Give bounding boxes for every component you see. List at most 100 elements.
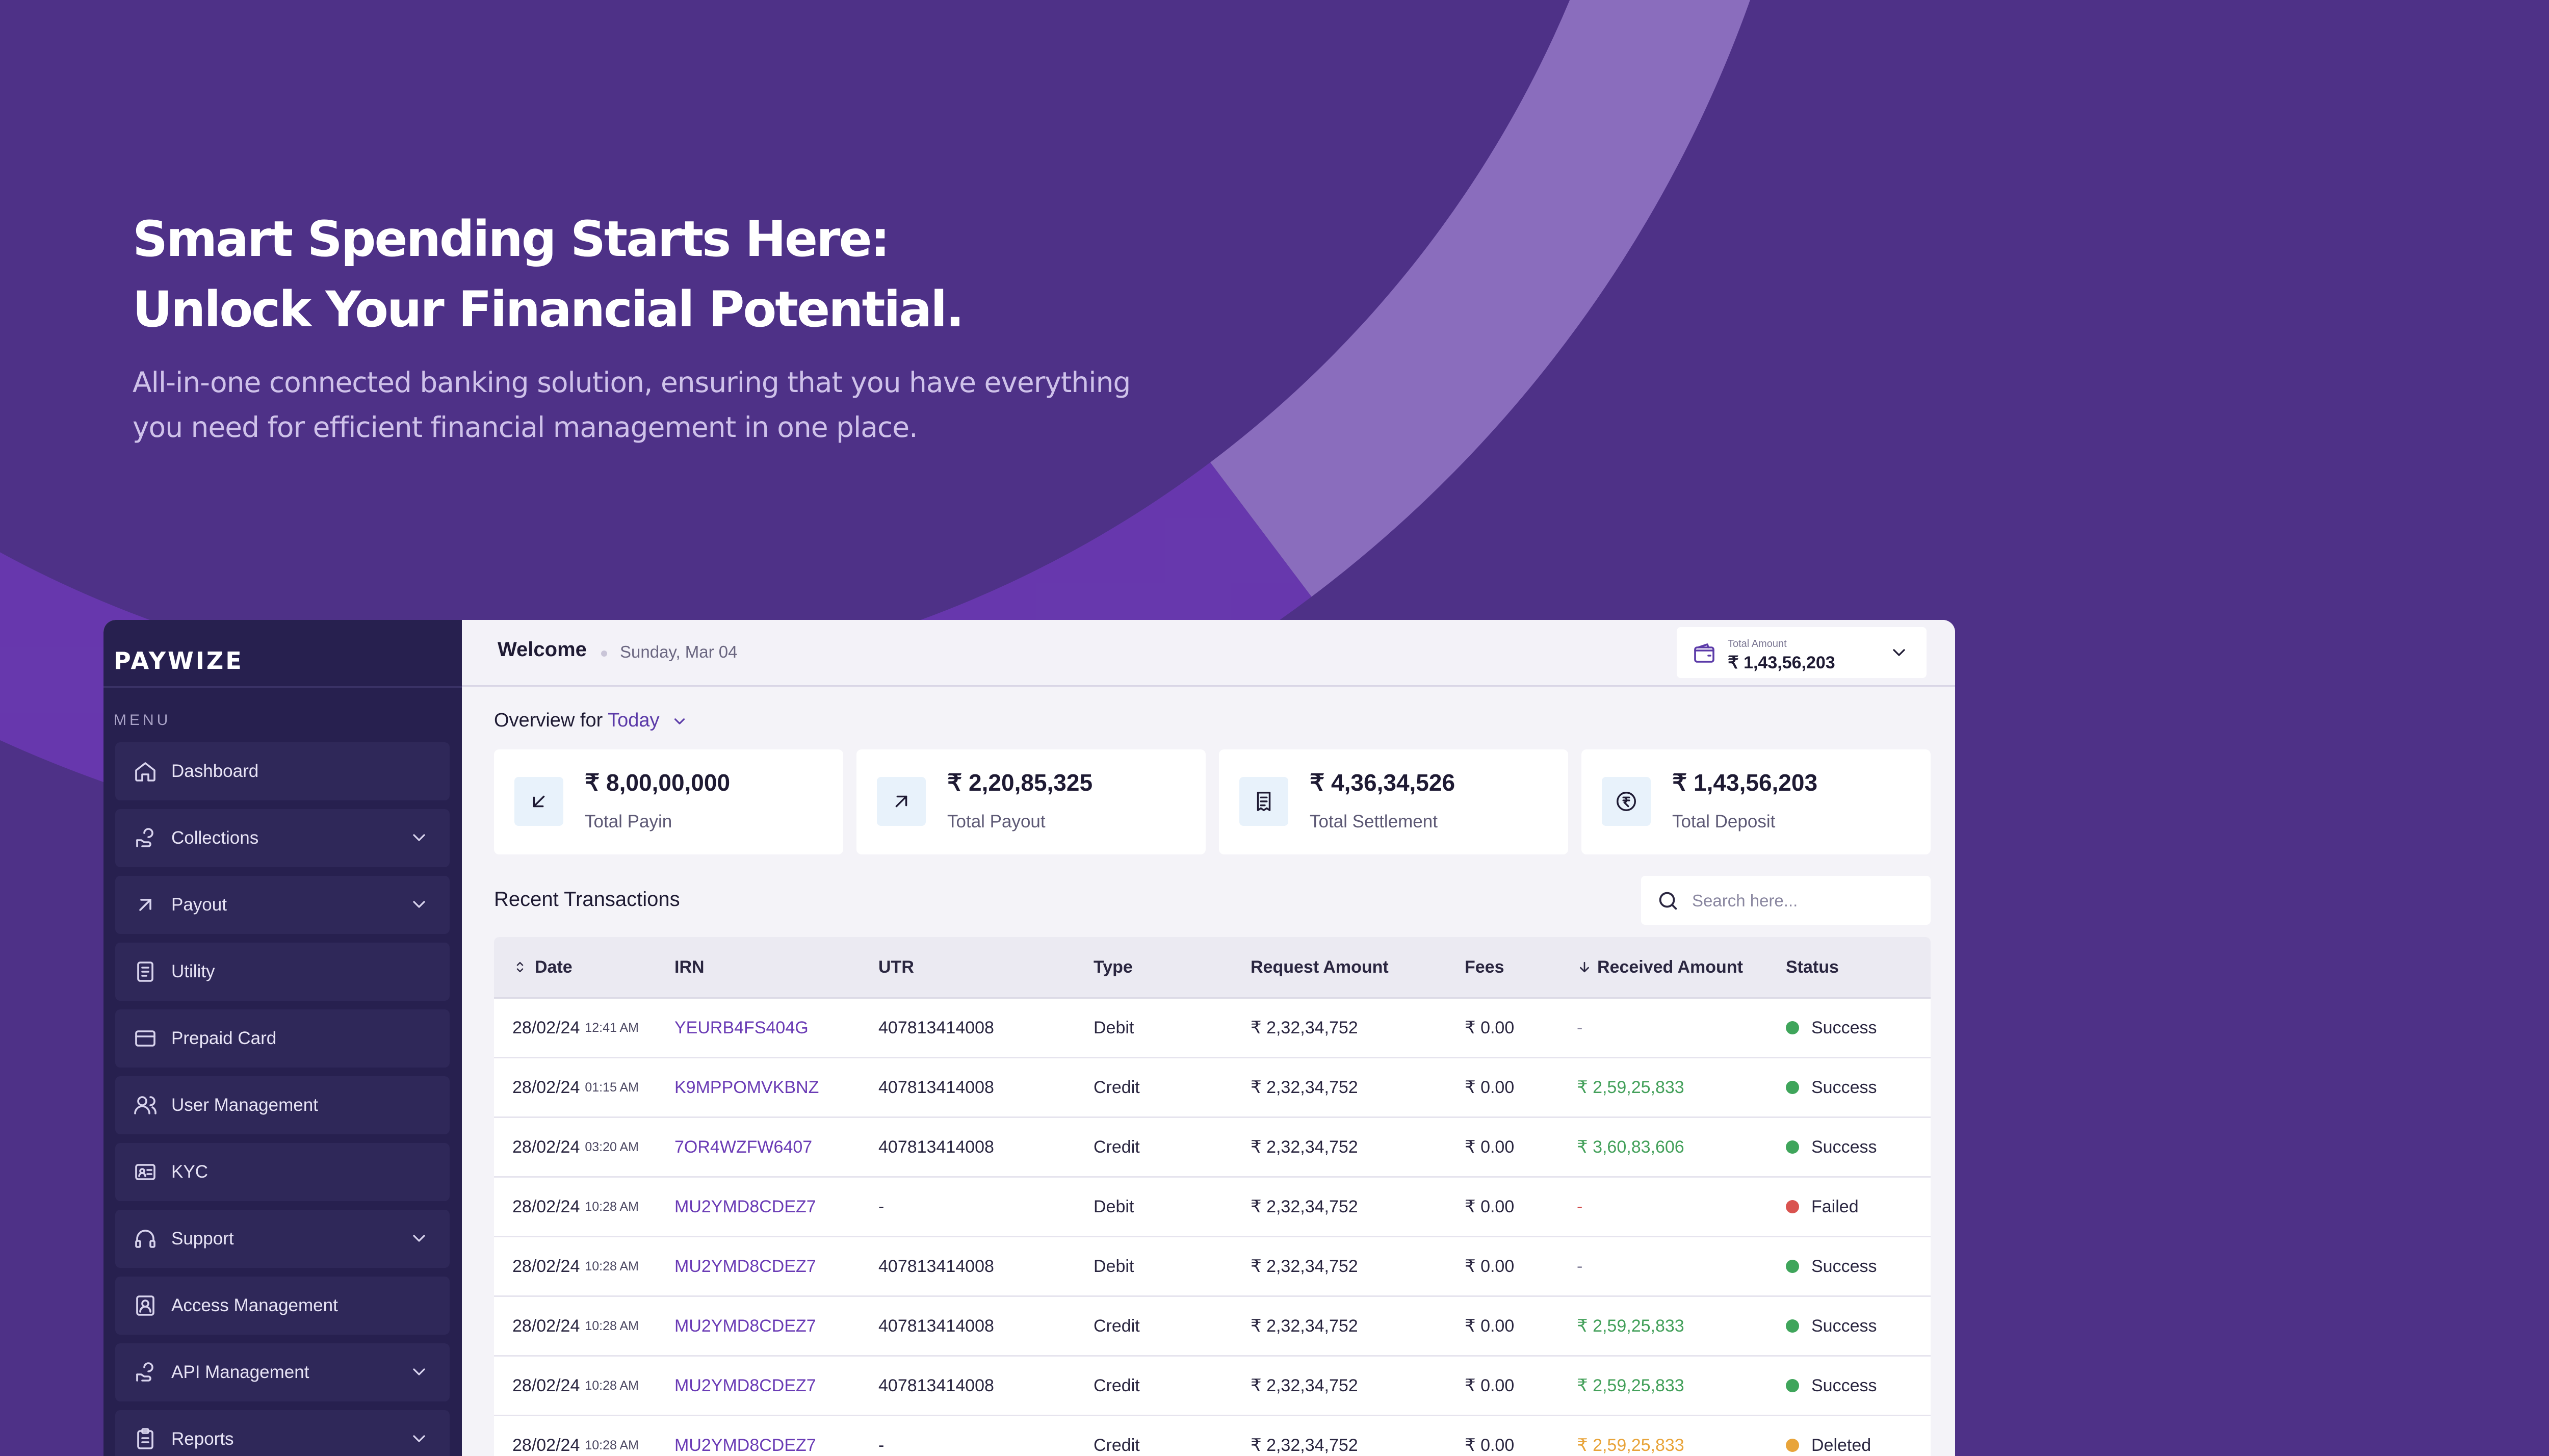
table-row[interactable]: 28/02/24 10:28 AM MU2YMD8CDEZ7 - Debit ₹ 2,32…	[494, 1178, 1931, 1237]
sidebar-item-api-management[interactable]: API Management	[115, 1343, 450, 1401]
column-utr: UTR	[878, 957, 914, 977]
chevron-down-icon	[1893, 649, 1905, 656]
cell-irn-link[interactable]: MU2YMD8CDEZ7	[674, 1197, 816, 1216]
cell-time-value: 10:28 AM	[585, 1378, 639, 1393]
sidebar-item-dashboard[interactable]: Dashboard	[115, 742, 450, 800]
search-input[interactable]	[1691, 887, 1917, 915]
status-dot	[1786, 1140, 1799, 1154]
arrow-up-right-icon	[895, 795, 907, 808]
cell-date: 28/02/24 10:28 AM	[494, 1376, 674, 1396]
status-label: Success	[1811, 1077, 1877, 1097]
sidebar-item-reports[interactable]: Reports	[115, 1410, 450, 1456]
nav-icon-wrapper	[133, 1159, 158, 1185]
cell-fees: ₹ 0.00	[1465, 1197, 1515, 1216]
sidebar-item-utility[interactable]: Utility	[115, 943, 450, 1001]
cell-irn-link[interactable]: MU2YMD8CDEZ7	[674, 1316, 816, 1336]
sidebar-item-label: API Management	[171, 1362, 309, 1382]
card-value: ₹ 8,00,00,000	[585, 769, 731, 796]
cell-fees: ₹ 0.00	[1465, 1436, 1515, 1455]
cell-irn-link[interactable]: MU2YMD8CDEZ7	[674, 1435, 816, 1455]
cell-status: Success	[1786, 1018, 1931, 1038]
summary-card-total-settlement: ₹ 4,36,34,526 Total Settlement	[1219, 749, 1568, 854]
sidebar-item-payout[interactable]: Payout	[115, 876, 450, 934]
sidebar-item-access-management[interactable]: Access Management	[115, 1277, 450, 1335]
receipt-icon	[1257, 792, 1271, 811]
table-row[interactable]: 28/02/24 10:28 AM MU2YMD8CDEZ7 - Credit ₹ 2,3…	[494, 1416, 1931, 1456]
sidebar-item-kyc[interactable]: KYC	[115, 1143, 450, 1201]
cell-date: 28/02/24 10:28 AM	[494, 1316, 674, 1336]
overview-period-selector[interactable]: Overview for Today	[494, 710, 688, 732]
cell-irn-link[interactable]: 7OR4WZFW6407	[674, 1137, 813, 1157]
cell-time-value: 01:15 AM	[585, 1080, 639, 1095]
sidebar-item-label: Dashboard	[171, 761, 259, 781]
search-icon	[1659, 892, 1677, 910]
table-row[interactable]: 28/02/24 01:15 AM K9MPPOMVKBNZ 407813414008…	[494, 1058, 1931, 1118]
table-row[interactable]: 28/02/24 12:41 AM YEURB4FS404G 407813414008…	[494, 999, 1931, 1058]
main-content: Welcome Sunday, Mar 04 Total Amount ₹ 1,…	[462, 620, 1955, 1456]
card-label: Total Payin	[585, 812, 672, 831]
status-label: Deleted	[1811, 1435, 1871, 1455]
sidebar-item-label: Support	[171, 1229, 234, 1249]
cell-type: Debit	[1094, 1018, 1134, 1037]
chevron-down-icon	[413, 1435, 425, 1442]
status-label: Success	[1811, 1316, 1877, 1336]
column-date[interactable]: Date	[494, 957, 674, 977]
status-dot	[1786, 1319, 1799, 1333]
sidebar: PAYWIZE MENU Dashboard Collections Payout U…	[103, 620, 462, 1456]
status-dot	[1786, 1200, 1799, 1213]
hero-title-line1: Smart Spending Starts Here:	[133, 211, 890, 268]
cell-utr: -	[878, 1197, 885, 1216]
cell-date: 28/02/24 10:28 AM	[494, 1257, 674, 1277]
cell-request-amount: ₹ 2,32,34,752	[1251, 1257, 1358, 1276]
column-received-amount[interactable]: Received Amount	[1577, 957, 1786, 977]
chevron-down-icon	[413, 834, 425, 841]
cell-utr: 407813414008	[878, 1375, 994, 1395]
sidebar-item-collections[interactable]: Collections	[115, 809, 450, 867]
table-row[interactable]: 28/02/24 10:28 AM MU2YMD8CDEZ7 407813414008…	[494, 1297, 1931, 1357]
cell-status: Success	[1786, 1137, 1931, 1157]
nav-icon-wrapper	[133, 759, 158, 784]
table-body: 28/02/24 12:41 AM YEURB4FS404G 407813414008…	[494, 999, 1931, 1456]
hero-subtitle-line2: you need for efficient financial managem…	[133, 411, 918, 444]
chevron-down-icon	[413, 1235, 425, 1242]
cell-date: 28/02/24 03:20 AM	[494, 1137, 674, 1157]
hero-subtitle: All-in-one connected banking solution, e…	[133, 360, 1152, 450]
home-icon	[135, 762, 155, 782]
table-row[interactable]: 28/02/24 03:20 AM 7OR4WZFW6407 407813414008…	[494, 1118, 1931, 1178]
column-fees: Fees	[1465, 957, 1504, 977]
hero-title: Smart Spending Starts Here: Unlock Your …	[133, 204, 1152, 345]
sidebar-item-prepaid-card[interactable]: Prepaid Card	[115, 1009, 450, 1068]
nav-icon-wrapper	[133, 959, 158, 984]
cell-request-amount: ₹ 2,32,34,752	[1251, 1436, 1358, 1455]
current-date: Sunday, Mar 04	[620, 642, 738, 661]
cell-date-value: 28/02/24	[512, 1137, 580, 1157]
sidebar-item-label: Reports	[171, 1429, 234, 1449]
table-row[interactable]: 28/02/24 10:28 AM MU2YMD8CDEZ7 407813414008…	[494, 1237, 1931, 1297]
top-bar: Welcome Sunday, Mar 04 Total Amount ₹ 1,…	[462, 620, 1955, 687]
cell-request-amount: ₹ 2,32,34,752	[1251, 1137, 1358, 1157]
cell-received-amount: ₹ 2,59,25,833	[1577, 1376, 1684, 1395]
collections-icon	[136, 828, 153, 847]
clipboard-icon	[137, 1428, 153, 1449]
summary-card-total-payin: ₹ 8,00,00,000 Total Payin	[494, 749, 843, 854]
cell-irn-link[interactable]: K9MPPOMVKBNZ	[674, 1077, 819, 1097]
cell-type: Debit	[1094, 1256, 1134, 1276]
sidebar-item-support[interactable]: Support	[115, 1210, 450, 1268]
cell-date-value: 28/02/24	[512, 1077, 580, 1097]
nav-icon-wrapper	[133, 1226, 158, 1252]
column-date-label: Date	[535, 957, 573, 977]
cell-date: 28/02/24 01:15 AM	[494, 1078, 674, 1098]
sidebar-item-user-management[interactable]: User Management	[115, 1076, 450, 1134]
total-amount-dropdown[interactable]: Total Amount ₹ 1,43,56,203	[1677, 627, 1927, 678]
card-icon	[135, 1030, 155, 1047]
cell-type: Credit	[1094, 1077, 1140, 1097]
sidebar-item-label: User Management	[171, 1095, 318, 1115]
cell-irn-link[interactable]: MU2YMD8CDEZ7	[674, 1256, 816, 1276]
cell-irn-link[interactable]: MU2YMD8CDEZ7	[674, 1375, 816, 1395]
table-row[interactable]: 28/02/24 10:28 AM MU2YMD8CDEZ7 407813414008…	[494, 1357, 1931, 1416]
cell-irn-link[interactable]: YEURB4FS404G	[674, 1018, 809, 1037]
card-icon-wrapper	[1602, 777, 1651, 826]
cell-date: 28/02/24 10:28 AM	[494, 1436, 674, 1455]
sidebar-item-label: Prepaid Card	[171, 1028, 277, 1048]
